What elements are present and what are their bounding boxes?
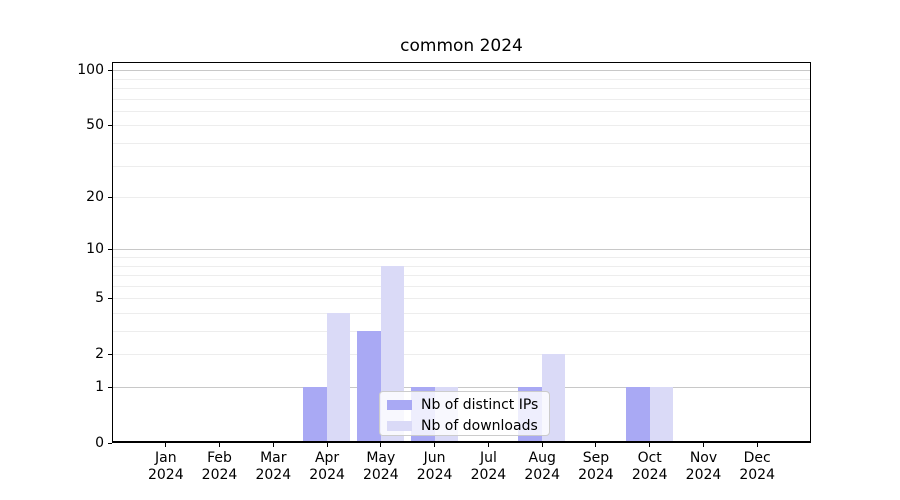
gridline-y-4 <box>112 313 811 314</box>
bar-nb-of-downloads-oct-2024 <box>649 387 673 443</box>
gridline-y-7 <box>112 275 811 276</box>
ytick-label-20: 20 <box>86 189 104 205</box>
xtick-label-nov-2024: Nov 2024 <box>685 450 722 483</box>
ytick-label-5: 5 <box>95 290 104 307</box>
axis-spine-top <box>112 62 811 63</box>
ytick-label-1: 1 <box>95 379 104 395</box>
xtick-label-mar-2024: Mar 2024 <box>255 450 292 483</box>
gridline-y-30 <box>112 165 811 167</box>
gridline-y-100 <box>112 70 811 72</box>
legend-swatch-downloads <box>387 421 412 431</box>
bar-nb-of-distinct-ips-oct-2024 <box>625 387 650 443</box>
xtick-mark-jan-2024 <box>165 443 167 447</box>
xtick-label-jul-2024: Jul 2024 <box>470 450 507 483</box>
gridline-y-40 <box>112 142 811 144</box>
gridline-y-6 <box>112 285 811 287</box>
xtick-label-oct-2024: Oct 2024 <box>631 450 668 483</box>
ytick-label-2: 2 <box>95 346 104 363</box>
xtick-label-dec-2024: Dec 2024 <box>739 450 775 483</box>
xtick-mark-mar-2024 <box>272 443 274 447</box>
xtick-mark-apr-2024 <box>326 443 328 447</box>
ytick-mark-50 <box>108 124 112 126</box>
gridline-y-5 <box>112 298 811 300</box>
xtick-label-feb-2024: Feb 2024 <box>201 450 238 483</box>
gridline-y-60 <box>112 110 811 112</box>
axis-spine-left <box>112 62 113 443</box>
gridline-y-3 <box>112 331 811 332</box>
chart-title: common 2024 <box>400 36 523 56</box>
gridline-y-50 <box>112 125 811 127</box>
xtick-mark-jul-2024 <box>487 443 489 447</box>
xtick-label-apr-2024: Apr 2024 <box>309 450 345 483</box>
xtick-label-jan-2024: Jan 2024 <box>147 450 184 483</box>
gridline-y-8 <box>112 265 811 267</box>
gridline-y-10 <box>112 249 811 251</box>
ytick-mark-10 <box>108 248 112 250</box>
gridline-y-80 <box>112 87 811 89</box>
xtick-mark-aug-2024 <box>541 443 543 447</box>
ytick-mark-1 <box>108 386 112 388</box>
xtick-mark-may-2024 <box>380 443 382 447</box>
ytick-mark-100 <box>108 69 112 71</box>
xtick-label-aug-2024: Aug 2024 <box>524 450 560 483</box>
ytick-label-50: 50 <box>86 117 104 134</box>
xtick-mark-jun-2024 <box>434 443 436 447</box>
xtick-mark-feb-2024 <box>219 443 220 447</box>
ytick-mark-5 <box>108 297 112 299</box>
axis-spine-right <box>810 62 811 443</box>
xtick-mark-dec-2024 <box>756 443 758 447</box>
gridline-y-9 <box>112 257 811 258</box>
plot-area <box>112 62 811 443</box>
ytick-label-100: 100 <box>77 62 104 79</box>
gridline-y-70 <box>112 98 811 100</box>
gridline-y-2 <box>112 354 811 356</box>
ytick-label-10: 10 <box>86 241 104 258</box>
xtick-mark-sep-2024 <box>595 443 597 447</box>
ytick-mark-0 <box>108 442 112 444</box>
legend-entry-distinct-ips: Nb of distinct IPs <box>387 398 538 412</box>
xtick-mark-nov-2024 <box>703 443 704 447</box>
bar-nb-of-distinct-ips-may-2024 <box>356 331 381 443</box>
gridline-y-1 <box>112 387 811 388</box>
legend-swatch-distinct-ips <box>387 400 412 410</box>
gridline-y-90 <box>112 78 811 80</box>
legend-label-downloads: Nb of downloads <box>421 418 538 434</box>
ytick-mark-2 <box>108 353 112 355</box>
legend-label-distinct-ips: Nb of distinct IPs <box>421 397 539 413</box>
xtick-label-sep-2024: Sep 2024 <box>578 450 614 483</box>
bar-nb-of-distinct-ips-apr-2024 <box>303 387 328 443</box>
gridline-y-20 <box>112 197 811 198</box>
xtick-mark-oct-2024 <box>649 443 651 447</box>
bar-nb-of-downloads-apr-2024 <box>327 313 351 443</box>
xtick-label-may-2024: May 2024 <box>362 450 399 483</box>
legend: Nb of distinct IPs Nb of downloads <box>379 391 550 436</box>
xtick-label-jun-2024: Jun 2024 <box>416 450 453 483</box>
ytick-mark-20 <box>108 196 112 198</box>
ytick-label-0: 0 <box>95 435 104 451</box>
axis-spine-bottom <box>112 441 811 443</box>
legend-entry-downloads: Nb of downloads <box>387 419 538 433</box>
